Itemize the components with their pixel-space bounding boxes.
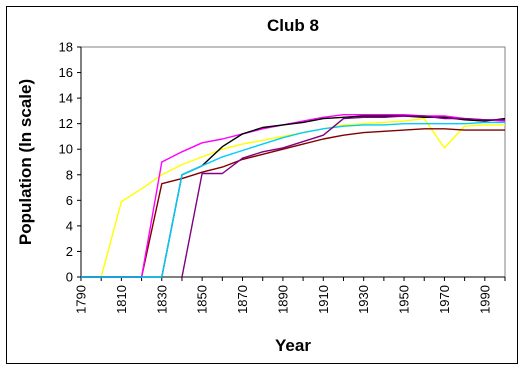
y-tick-label: 18: [59, 40, 73, 55]
y-tick-label: 12: [59, 116, 73, 131]
y-tick-label: 0: [66, 270, 73, 285]
y-tick-label: 2: [66, 244, 73, 259]
x-tick-label: 1790: [74, 285, 89, 314]
y-tick-label: 8: [66, 167, 73, 182]
y-tick-label: 14: [59, 91, 73, 106]
y-tick-label: 4: [66, 218, 73, 233]
series-line-5: [81, 121, 505, 278]
x-axis: 1790 1810 1830 1850 1870 1890 1910 1930 1950 1970…: [74, 276, 506, 314]
x-tick-label: 1870: [235, 285, 250, 314]
x-tick-label: 1830: [154, 285, 169, 314]
x-tick-label: 1850: [195, 285, 210, 314]
x-tick-label: 1810: [114, 285, 129, 314]
y-axis-title: Population (ln scale): [16, 79, 35, 245]
series-line-2: [81, 128, 505, 278]
y-tick-label: 16: [59, 65, 73, 80]
chart-title: Club 8: [267, 16, 319, 35]
plot-area: [80, 46, 506, 278]
x-tick-label: 1950: [397, 285, 412, 314]
x-tick-label: 1990: [477, 285, 492, 314]
x-tick-label: 1930: [356, 285, 371, 314]
y-tick-label: 6: [66, 193, 73, 208]
chart-frame: Club 8 0 2 4 6 8 10 12 14 16 18 1790 1810 1830 1850 1…: [6, 6, 518, 364]
x-tick-label: 1970: [437, 285, 452, 314]
x-axis-title: Year: [275, 336, 311, 355]
y-tick-label: 10: [59, 142, 73, 157]
y-axis: 0 2 4 6 8 10 12 14 16 18: [59, 40, 82, 285]
x-tick-label: 1910: [316, 285, 331, 314]
series-line-6: [181, 115, 505, 278]
series-layer: [81, 113, 506, 278]
x-tick-label: 1890: [275, 285, 290, 314]
